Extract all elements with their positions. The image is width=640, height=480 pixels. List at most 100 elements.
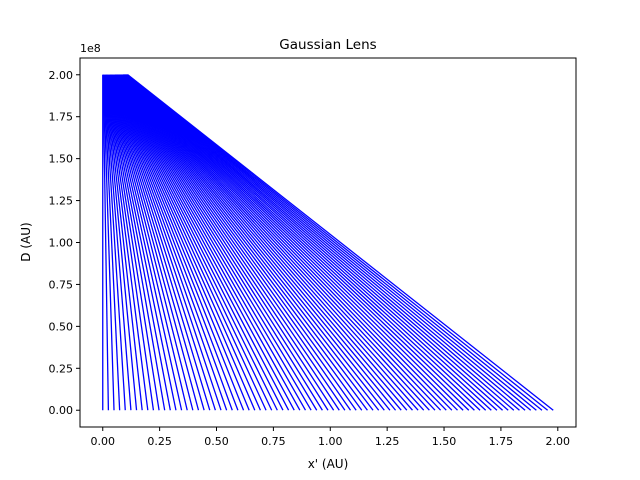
ray-line xyxy=(115,74,352,411)
x-tick-label: 0.75 xyxy=(261,435,286,448)
ray-line xyxy=(111,74,278,411)
ray-line xyxy=(118,74,402,411)
ray-line xyxy=(121,74,447,411)
y-tick-label: 1.50 xyxy=(49,153,74,166)
ray-line xyxy=(120,74,425,411)
ray-line xyxy=(112,74,290,411)
ray-line xyxy=(126,74,532,411)
ray-line xyxy=(114,74,329,411)
ray-line xyxy=(104,74,143,411)
ray-line xyxy=(124,74,503,411)
y-axis-ticks: 0.00 0.25 0.50 0.75 1.00 1.25 1.50 1.75 2.00 xyxy=(49,69,80,417)
ray-line xyxy=(117,74,380,411)
x-tick-label: 2.00 xyxy=(546,435,571,448)
ray-line xyxy=(126,74,537,411)
ray-line xyxy=(106,74,188,411)
x-tick-label: 0.50 xyxy=(204,435,229,448)
y-tick-label: 2.00 xyxy=(49,69,74,82)
ray-line xyxy=(117,74,374,411)
ray-line xyxy=(127,74,549,411)
ray-line xyxy=(113,74,301,411)
ray-line xyxy=(115,74,335,411)
y-tick-label: 0.00 xyxy=(49,404,74,417)
ray-line xyxy=(109,74,228,411)
x-tick-label: 0.00 xyxy=(91,435,116,448)
ray-line xyxy=(126,74,543,411)
ray-line xyxy=(108,74,222,411)
ray-line xyxy=(122,74,464,411)
ray-line xyxy=(119,74,413,411)
ray-lines xyxy=(102,74,554,411)
ray-line xyxy=(119,74,408,411)
ray-line xyxy=(107,74,194,411)
ray-line xyxy=(112,74,295,411)
y-axis-offset-label: 1e8 xyxy=(80,42,101,55)
ray-line xyxy=(110,74,262,411)
ray-line xyxy=(106,74,177,411)
ray-line xyxy=(111,74,273,411)
y-axis-label: D (AU) xyxy=(19,222,33,261)
x-axis-ticks: 0.00 0.25 0.50 0.75 1.00 1.25 1.50 1.75 2.00 xyxy=(91,427,571,448)
ray-line xyxy=(122,74,470,411)
ray-line xyxy=(105,74,160,411)
ray-line xyxy=(108,74,216,411)
y-tick-label: 1.75 xyxy=(49,111,74,124)
ray-line xyxy=(115,74,346,411)
ray-line xyxy=(125,74,515,411)
plot-frame xyxy=(79,57,577,428)
ray-line xyxy=(119,74,419,411)
chart-title: Gaussian Lens xyxy=(279,37,376,53)
ray-line xyxy=(116,74,368,411)
ray-line xyxy=(124,74,509,411)
y-tick-label: 0.75 xyxy=(49,278,74,291)
y-tick-label: 1.25 xyxy=(49,195,74,208)
ray-line xyxy=(103,74,121,411)
ray-line xyxy=(111,74,267,411)
ray-line xyxy=(116,74,357,411)
ray-line xyxy=(106,74,183,411)
ray-line xyxy=(118,74,391,411)
ray-line xyxy=(125,74,526,411)
ray-line xyxy=(105,74,171,411)
ray-line xyxy=(116,74,363,411)
x-tick-label: 0.25 xyxy=(147,435,172,448)
ray-line xyxy=(120,74,436,411)
ray-line xyxy=(114,74,323,411)
ray-line xyxy=(117,74,385,411)
ray-line xyxy=(123,74,481,411)
ray-line xyxy=(102,74,115,411)
ray-line xyxy=(107,74,200,411)
x-tick-label: 1.25 xyxy=(375,435,400,448)
ray-line xyxy=(109,74,239,411)
ray-line xyxy=(120,74,430,411)
ray-line xyxy=(104,74,155,411)
ray-line xyxy=(108,74,211,411)
ray-line xyxy=(109,74,233,411)
ray-line xyxy=(109,74,245,411)
ray-line xyxy=(118,74,397,411)
ray-line xyxy=(123,74,487,411)
y-tick-label: 0.50 xyxy=(49,320,74,333)
ray-line xyxy=(113,74,307,411)
ray-line xyxy=(112,74,284,411)
x-tick-label: 1.75 xyxy=(489,435,514,448)
ray-line xyxy=(110,74,250,411)
x-tick-label: 1.00 xyxy=(318,435,343,448)
ray-line xyxy=(107,74,205,411)
ray-line xyxy=(103,74,138,411)
ray-line xyxy=(102,74,110,411)
y-tick-label: 0.25 xyxy=(49,362,74,375)
x-tick-label: 1.50 xyxy=(432,435,457,448)
ray-line xyxy=(105,74,166,411)
y-tick-label: 1.00 xyxy=(49,237,74,250)
ray-line xyxy=(103,74,126,411)
ray-line xyxy=(123,74,492,411)
ray-line xyxy=(110,74,256,411)
ray-line xyxy=(124,74,498,411)
ray-line xyxy=(121,74,442,411)
ray-line xyxy=(113,74,312,411)
ray-line xyxy=(122,74,475,411)
x-axis-label: x' (AU) xyxy=(308,457,349,471)
ray-line xyxy=(114,74,318,411)
